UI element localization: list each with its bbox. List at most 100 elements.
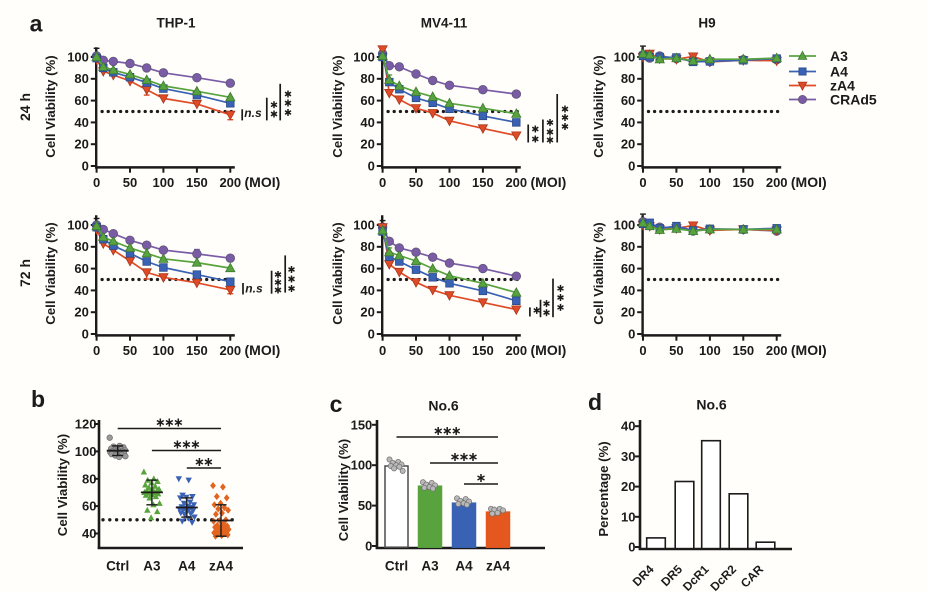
svg-text:60: 60 bbox=[360, 93, 374, 108]
svg-text:A3: A3 bbox=[830, 48, 848, 64]
svg-text:24 h: 24 h bbox=[17, 93, 33, 121]
svg-text:Ctrl: Ctrl bbox=[385, 559, 408, 574]
svg-text:Percentage (%): Percentage (%) bbox=[596, 441, 611, 536]
svg-text:40: 40 bbox=[74, 115, 88, 130]
svg-text:Cell Viability (%): Cell Viability (%) bbox=[591, 55, 606, 157]
svg-text:50: 50 bbox=[358, 498, 372, 513]
svg-text:80: 80 bbox=[74, 239, 88, 254]
svg-text:n.s: n.s bbox=[244, 106, 262, 120]
svg-text:100: 100 bbox=[153, 343, 175, 358]
svg-text:40: 40 bbox=[360, 283, 374, 298]
svg-text:Cell Viability (%): Cell Viability (%) bbox=[43, 55, 58, 157]
svg-text:20: 20 bbox=[621, 137, 635, 152]
svg-text:0: 0 bbox=[82, 326, 89, 341]
svg-text:40: 40 bbox=[621, 419, 635, 434]
svg-text:50: 50 bbox=[409, 343, 423, 358]
svg-text:150: 150 bbox=[472, 343, 494, 358]
svg-text:50: 50 bbox=[123, 343, 137, 358]
svg-text:0: 0 bbox=[379, 343, 386, 358]
svg-text:20: 20 bbox=[74, 305, 88, 320]
svg-text:n.s: n.s bbox=[245, 282, 263, 296]
svg-text:20: 20 bbox=[360, 137, 374, 152]
svg-text:A3: A3 bbox=[421, 559, 439, 574]
svg-text:150: 150 bbox=[186, 175, 208, 190]
svg-text:60: 60 bbox=[82, 499, 96, 514]
svg-text:Cell Viability (%): Cell Viability (%) bbox=[43, 222, 58, 324]
svg-text:(MOI): (MOI) bbox=[245, 342, 281, 358]
svg-text:A4: A4 bbox=[178, 559, 196, 574]
svg-text:50: 50 bbox=[409, 175, 423, 190]
svg-text:0: 0 bbox=[365, 539, 372, 554]
svg-text:200: 200 bbox=[219, 175, 241, 190]
svg-text:40: 40 bbox=[621, 283, 635, 298]
svg-text:80: 80 bbox=[621, 239, 635, 254]
svg-text:100: 100 bbox=[353, 49, 375, 64]
svg-text:0: 0 bbox=[628, 158, 635, 173]
svg-text:80: 80 bbox=[360, 239, 374, 254]
svg-text:10: 10 bbox=[621, 509, 635, 524]
svg-text:60: 60 bbox=[74, 261, 88, 276]
svg-text:200: 200 bbox=[505, 175, 527, 190]
svg-text:150: 150 bbox=[351, 417, 373, 432]
svg-text:Cell Viability (%): Cell Viability (%) bbox=[55, 434, 70, 536]
svg-text:100: 100 bbox=[439, 343, 461, 358]
svg-text:0: 0 bbox=[639, 175, 646, 190]
svg-text:(MOI): (MOI) bbox=[791, 342, 827, 358]
svg-text:zA4: zA4 bbox=[486, 559, 510, 574]
svg-text:100: 100 bbox=[614, 217, 636, 232]
svg-text:200: 200 bbox=[505, 343, 527, 358]
svg-text:zA4: zA4 bbox=[209, 559, 233, 574]
svg-text:60: 60 bbox=[360, 261, 374, 276]
svg-text:Ctrl: Ctrl bbox=[106, 559, 129, 574]
svg-text:80: 80 bbox=[360, 71, 374, 86]
svg-text:100: 100 bbox=[439, 175, 461, 190]
svg-text:0: 0 bbox=[93, 343, 100, 358]
svg-text:d: d bbox=[588, 389, 602, 415]
svg-text:40: 40 bbox=[621, 115, 635, 130]
svg-text:20: 20 bbox=[621, 479, 635, 494]
svg-text:120: 120 bbox=[75, 417, 97, 432]
svg-text:80: 80 bbox=[82, 471, 96, 486]
svg-text:50: 50 bbox=[669, 343, 683, 358]
svg-text:200: 200 bbox=[766, 175, 788, 190]
svg-text:A4: A4 bbox=[455, 559, 473, 574]
svg-text:100: 100 bbox=[699, 343, 721, 358]
svg-text:100: 100 bbox=[614, 49, 636, 64]
svg-text:THP-1: THP-1 bbox=[156, 16, 195, 31]
svg-text:150: 150 bbox=[732, 175, 754, 190]
svg-text:0: 0 bbox=[639, 343, 646, 358]
svg-text:150: 150 bbox=[186, 343, 208, 358]
svg-text:100: 100 bbox=[351, 458, 373, 473]
svg-text:0: 0 bbox=[82, 158, 89, 173]
svg-text:No.6: No.6 bbox=[696, 397, 727, 413]
svg-text:Cell Viability (%): Cell Viability (%) bbox=[330, 222, 345, 324]
svg-text:100: 100 bbox=[699, 175, 721, 190]
svg-text:20: 20 bbox=[360, 305, 374, 320]
svg-text:150: 150 bbox=[732, 343, 754, 358]
svg-text:b: b bbox=[31, 386, 45, 412]
svg-text:(MOI): (MOI) bbox=[531, 174, 567, 190]
svg-text:60: 60 bbox=[621, 93, 635, 108]
svg-text:A3: A3 bbox=[143, 559, 161, 574]
svg-text:100: 100 bbox=[67, 217, 89, 232]
svg-text:200: 200 bbox=[219, 343, 241, 358]
svg-text:100: 100 bbox=[67, 49, 89, 64]
svg-text:80: 80 bbox=[74, 71, 88, 86]
svg-text:80: 80 bbox=[621, 71, 635, 86]
svg-text:40: 40 bbox=[360, 115, 374, 130]
svg-text:60: 60 bbox=[621, 261, 635, 276]
svg-text:A4: A4 bbox=[830, 63, 848, 79]
svg-text:c: c bbox=[330, 391, 343, 417]
svg-text:(MOI): (MOI) bbox=[531, 342, 567, 358]
svg-text:(MOI): (MOI) bbox=[791, 174, 827, 190]
svg-text:200: 200 bbox=[766, 343, 788, 358]
svg-text:20: 20 bbox=[74, 137, 88, 152]
svg-text:No.6: No.6 bbox=[428, 398, 459, 414]
svg-text:30: 30 bbox=[621, 449, 635, 464]
svg-text:72 h: 72 h bbox=[17, 259, 33, 287]
svg-text:MV4-11: MV4-11 bbox=[421, 16, 468, 31]
svg-text:0: 0 bbox=[628, 540, 635, 555]
svg-text:0: 0 bbox=[368, 158, 375, 173]
svg-text:40: 40 bbox=[74, 283, 88, 298]
svg-text:Cell Viability (%): Cell Viability (%) bbox=[336, 439, 351, 541]
